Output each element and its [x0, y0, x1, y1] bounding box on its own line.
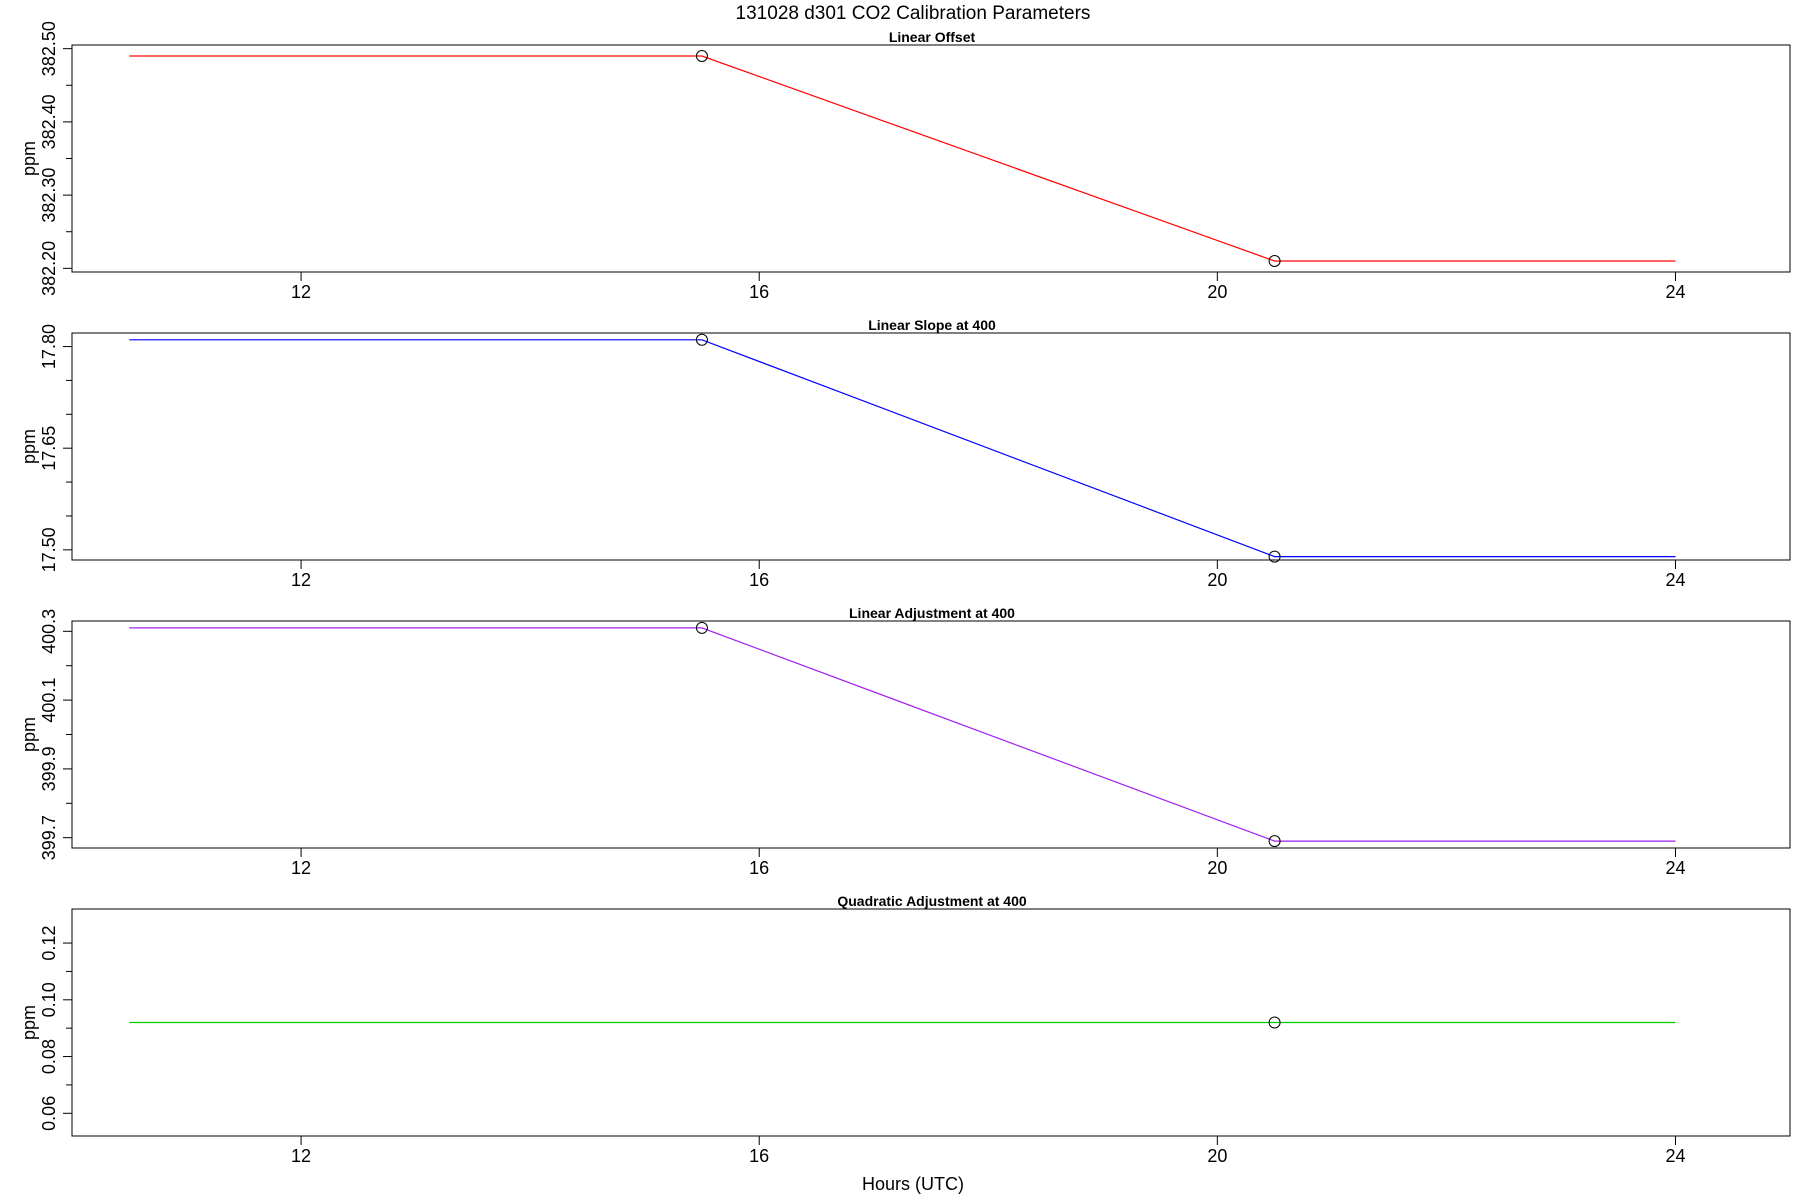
y-axis-label: ppm	[19, 429, 39, 464]
y-axis-label: ppm	[19, 717, 39, 752]
y-tick-label: 0.08	[39, 1039, 59, 1074]
x-tick-label: 12	[291, 282, 311, 302]
panel-title: Linear Adjustment at 400	[849, 605, 1015, 621]
y-tick-label: 400.3	[39, 609, 59, 654]
series-line	[129, 55, 1676, 262]
y-axis-label: ppm	[19, 1005, 39, 1040]
panel-title: Linear Slope at 400	[868, 317, 996, 333]
x-tick-label: 12	[291, 858, 311, 878]
panel-title: Linear Offset	[889, 29, 976, 45]
x-tick-label: 12	[291, 570, 311, 590]
y-tick-label: 400.1	[39, 678, 59, 723]
y-axis-label: ppm	[19, 141, 39, 176]
data-point-marker	[1268, 835, 1281, 848]
data-point-marker	[695, 621, 708, 634]
data-point-marker	[1268, 550, 1281, 563]
plot-frame	[71, 620, 1791, 849]
data-point-marker	[1268, 1016, 1281, 1029]
panel-1: Linear Offset 12 16 20 24 382.20 382.30 382.40 3…	[19, 21, 1791, 302]
figure-title: 131028 d301 CO2 Calibration Parameters	[736, 3, 1091, 24]
x-tick-label: 20	[1207, 1146, 1227, 1166]
panel-4: Quadratic Adjustment at 400 12 16 20 24 0.06 0…	[19, 893, 1791, 1166]
panel-3: Linear Adjustment at 400 12 16 20 24 399.7 399…	[19, 605, 1791, 878]
panel-title: Quadratic Adjustment at 400	[837, 893, 1027, 909]
series-line	[129, 627, 1676, 842]
x-tick-label: 24	[1665, 1146, 1685, 1166]
x-tick-label: 16	[749, 282, 769, 302]
y-tick-label: 382.40	[39, 94, 59, 149]
y-tick-label: 399.7	[39, 815, 59, 860]
x-tick-label: 16	[749, 858, 769, 878]
data-point-marker	[1268, 255, 1281, 268]
data-point-marker	[695, 49, 708, 62]
x-tick-label: 20	[1207, 858, 1227, 878]
x-tick-label: 24	[1665, 282, 1685, 302]
y-tick-label: 382.30	[39, 168, 59, 223]
plot-frame	[71, 908, 1791, 1137]
x-tick-label: 16	[749, 570, 769, 590]
x-tick-label: 20	[1207, 282, 1227, 302]
y-tick-label: 0.10	[39, 982, 59, 1017]
y-tick-label: 382.50	[39, 21, 59, 76]
x-tick-label: 24	[1665, 570, 1685, 590]
y-tick-label: 17.80	[39, 324, 59, 369]
y-tick-label: 17.65	[39, 426, 59, 471]
plot-frame	[71, 332, 1791, 561]
y-tick-label: 0.06	[39, 1096, 59, 1131]
panel-2: Linear Slope at 400 12 16 20 24 17.50 17.65 17.…	[19, 317, 1791, 590]
x-axis-label: Hours (UTC)	[862, 1174, 964, 1194]
x-tick-label: 24	[1665, 858, 1685, 878]
y-tick-label: 399.9	[39, 746, 59, 791]
panels: Linear Offset 12 16 20 24 382.20 382.30 382.40 3…	[19, 21, 1791, 1166]
plot-frame	[71, 44, 1791, 273]
data-point-marker	[695, 333, 708, 346]
series-line	[129, 339, 1676, 558]
y-tick-label: 17.50	[39, 527, 59, 572]
x-tick-label: 12	[291, 1146, 311, 1166]
y-tick-label: 382.20	[39, 241, 59, 296]
x-tick-label: 16	[749, 1146, 769, 1166]
x-tick-label: 20	[1207, 570, 1227, 590]
y-tick-label: 0.12	[39, 926, 59, 961]
